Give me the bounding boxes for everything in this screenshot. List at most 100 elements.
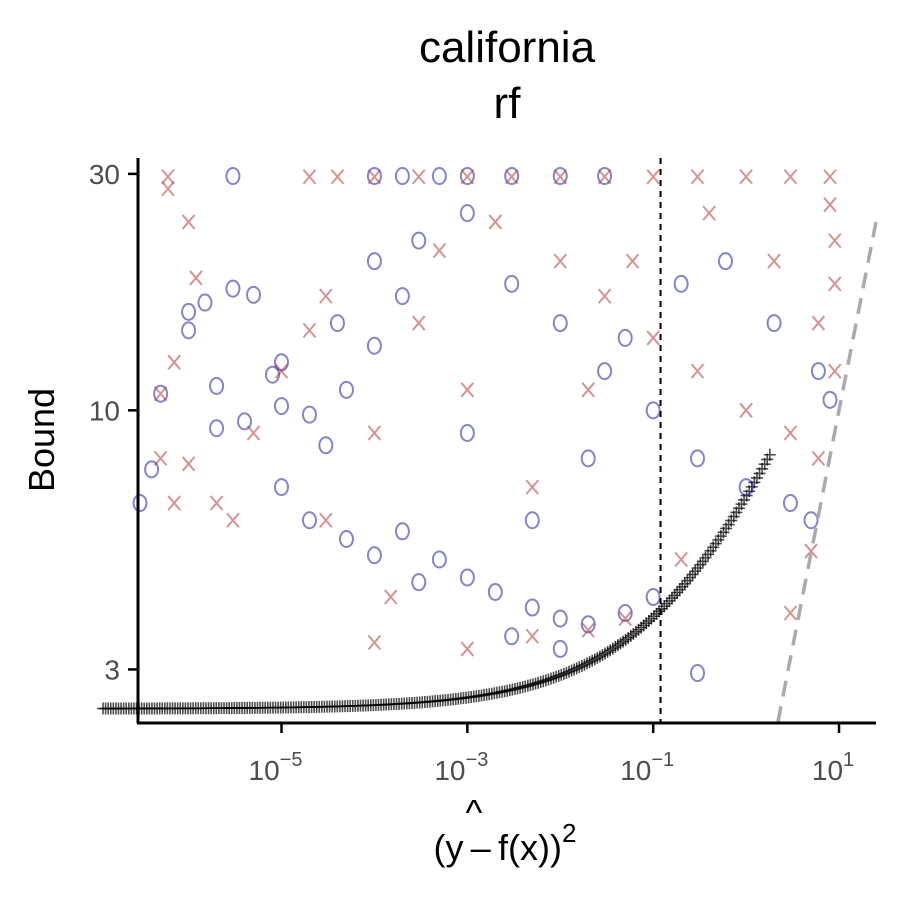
cross-point	[823, 169, 837, 185]
cross-point	[553, 169, 568, 185]
cross-point	[618, 610, 632, 627]
circle-point	[144, 460, 160, 479]
cross-point	[161, 181, 175, 197]
circle-point	[504, 274, 520, 293]
x-tick-label-exponent: 1	[843, 749, 854, 771]
reference-curve-point	[658, 600, 671, 613]
cross-point	[161, 169, 175, 185]
reference-curve-point	[676, 580, 689, 593]
circle-point	[225, 167, 241, 186]
circle-point	[766, 314, 782, 333]
cross-point	[553, 253, 568, 269]
circle-point	[504, 167, 520, 186]
cross-point	[811, 315, 826, 331]
circle-point	[366, 252, 382, 271]
cross-point	[319, 288, 333, 304]
reference-curve-point	[660, 597, 673, 610]
reference-curve-point	[668, 589, 681, 602]
reference-curve-point	[539, 674, 552, 687]
chart-title-line-2: rf	[494, 79, 522, 128]
x-axis-title-exponent: 2	[562, 818, 576, 848]
x-tick-label-base: 10	[434, 755, 465, 786]
cross-point	[367, 169, 382, 185]
cross-point	[625, 253, 640, 269]
circle-point	[301, 405, 317, 424]
circle-point	[394, 287, 410, 306]
circle-point	[552, 639, 568, 658]
circle-point	[318, 436, 334, 455]
plot-area	[97, 158, 878, 723]
cross-point	[246, 425, 261, 441]
cross-point	[181, 214, 196, 230]
circle-point	[580, 449, 596, 468]
x-axis-ticks: 10−5 10−3 10−1 101	[249, 723, 854, 786]
reference-curve-point	[568, 663, 581, 676]
x-tick-label: 10−5	[249, 749, 303, 786]
reference-curve-point	[681, 574, 694, 587]
circle-point	[690, 449, 706, 468]
cross-point	[367, 425, 382, 441]
circle-point	[301, 511, 317, 530]
y-tick-label: 30	[89, 159, 120, 190]
reference-curve-point	[647, 610, 660, 623]
y-axis-ticks: 3 10 30	[89, 159, 138, 685]
circle-point	[431, 167, 447, 186]
cross-point	[330, 169, 345, 185]
reference-curve-point	[689, 565, 702, 578]
reference-curve-point	[593, 650, 606, 663]
reference-curve-point	[671, 586, 684, 599]
reference-curve-point	[565, 664, 578, 677]
circle-point	[580, 615, 596, 634]
circle-point	[459, 424, 475, 443]
circle-point	[459, 204, 475, 223]
x-axis-title: (y – f(x))2 ^	[434, 792, 577, 868]
cross-point	[823, 197, 837, 213]
reference-curve-point	[544, 672, 557, 685]
y-tick-label: 3	[104, 654, 120, 685]
cross-point	[411, 169, 426, 185]
reference-curve-point	[588, 653, 601, 666]
cross-point	[488, 214, 503, 230]
circle-point	[673, 274, 689, 293]
x-tick-label-base: 10	[620, 755, 651, 786]
y-axis-title: Bound	[21, 388, 62, 492]
circle-point	[645, 588, 661, 607]
x-axis-title-hat: ^	[466, 792, 483, 833]
circle-point	[338, 529, 354, 548]
reference-curve-point	[691, 561, 704, 574]
cross-series	[153, 169, 842, 657]
reference-curve-point	[570, 662, 583, 675]
reference-curve-point	[542, 673, 555, 686]
circle-point	[552, 314, 568, 333]
x-tick-label: 101	[812, 749, 854, 786]
reference-curve-point	[591, 651, 604, 664]
circle-series	[132, 167, 838, 683]
cross-point	[581, 382, 595, 398]
reference-curve-point	[555, 668, 568, 681]
cross-point	[525, 479, 540, 495]
cross-point	[226, 512, 240, 528]
cross-point	[597, 288, 612, 304]
chart-title-line-1: california	[419, 23, 596, 72]
reference-curve-point	[583, 656, 596, 669]
circle-point	[209, 376, 225, 395]
circle-point	[274, 353, 290, 372]
circle-point	[645, 401, 661, 420]
circle-point	[524, 511, 540, 530]
cross-point	[783, 605, 798, 621]
reference-curve-point	[684, 571, 697, 584]
cross-point	[646, 330, 660, 346]
reference-curve-point	[653, 605, 666, 618]
circle-point	[132, 494, 148, 513]
reference-curve-point	[686, 568, 699, 581]
circle-point	[617, 328, 633, 347]
reference-curve	[97, 448, 776, 715]
cross-point	[828, 363, 842, 379]
reference-curve-point	[560, 666, 573, 679]
x-axis-title-f: f	[498, 827, 509, 868]
cross-point	[828, 232, 842, 249]
cross-point	[702, 205, 716, 221]
cross-point	[581, 622, 595, 638]
reference-curve-point	[537, 675, 550, 688]
